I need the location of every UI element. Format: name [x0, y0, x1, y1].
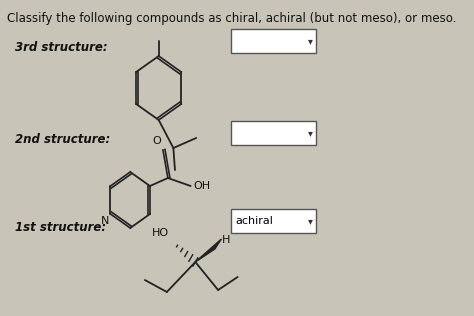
- Text: 1st structure:: 1st structure:: [16, 221, 107, 234]
- Text: H: H: [222, 235, 230, 245]
- Bar: [231, 121, 316, 145]
- Text: ▾: ▾: [308, 36, 313, 46]
- Polygon shape: [195, 239, 221, 262]
- Bar: [231, 29, 316, 53]
- Text: HO: HO: [152, 228, 169, 238]
- Text: O: O: [153, 136, 161, 146]
- Text: N: N: [100, 216, 109, 226]
- Text: Classify the following compounds as chiral, achiral (but not meso), or meso.: Classify the following compounds as chir…: [7, 12, 456, 25]
- Text: 3rd structure:: 3rd structure:: [16, 41, 108, 54]
- Text: achiral: achiral: [236, 216, 273, 226]
- Bar: [231, 209, 316, 233]
- Text: ▾: ▾: [308, 128, 313, 138]
- Text: OH: OH: [193, 181, 210, 191]
- Text: 2nd structure:: 2nd structure:: [16, 132, 111, 146]
- Text: ▾: ▾: [308, 216, 313, 226]
